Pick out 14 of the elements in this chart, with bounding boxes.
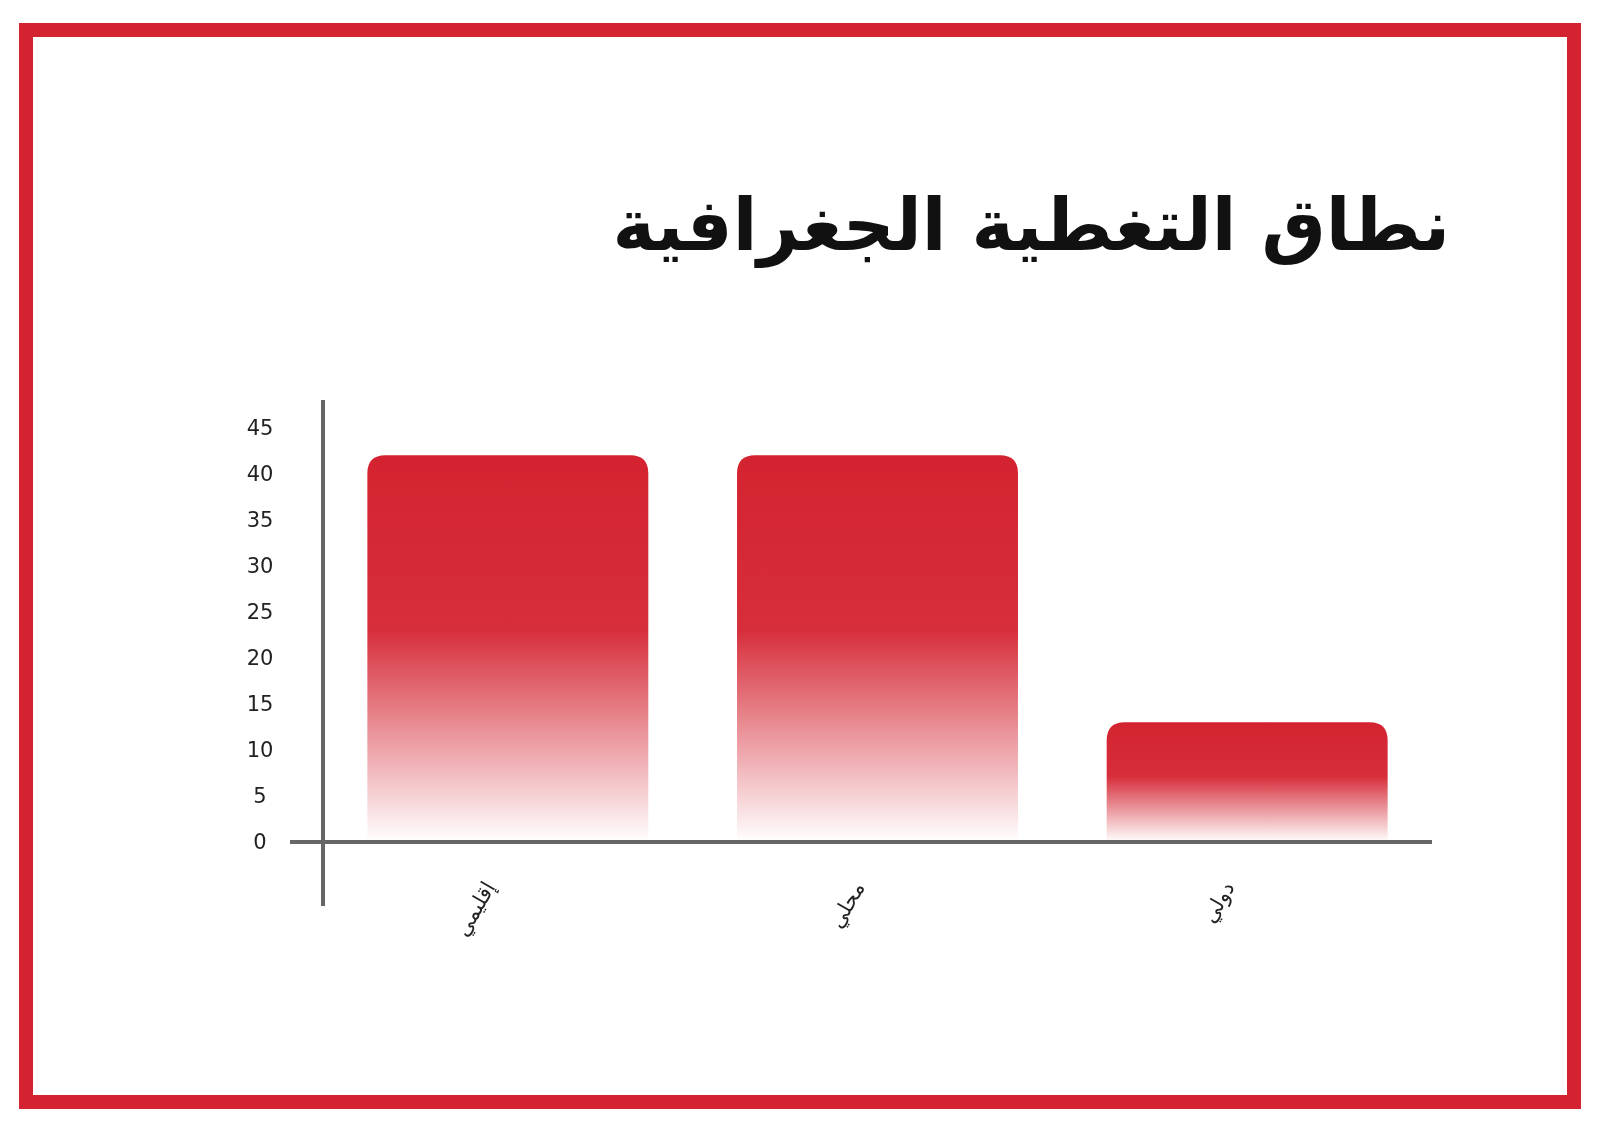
y-tick-label: 40	[246, 461, 274, 486]
y-tick-label: 35	[246, 507, 274, 532]
y-tick-label: 25	[246, 599, 274, 624]
y-tick-label: 20	[246, 645, 274, 670]
x-tick-label: محلي	[824, 877, 870, 933]
x-tick-label: دولي	[1197, 877, 1240, 928]
y-tick-label: 10	[246, 737, 274, 762]
y-tick-label: 0	[253, 830, 267, 854]
chart-title: نطاق التغطية الجغرافية	[612, 183, 1450, 268]
y-tick-label: 45	[246, 415, 274, 440]
y-tick-label: 30	[246, 553, 274, 578]
x-tick-label: إقليمي	[449, 877, 502, 941]
y-tick-label: 15	[246, 691, 274, 716]
y-tick-label: 5	[253, 783, 267, 808]
